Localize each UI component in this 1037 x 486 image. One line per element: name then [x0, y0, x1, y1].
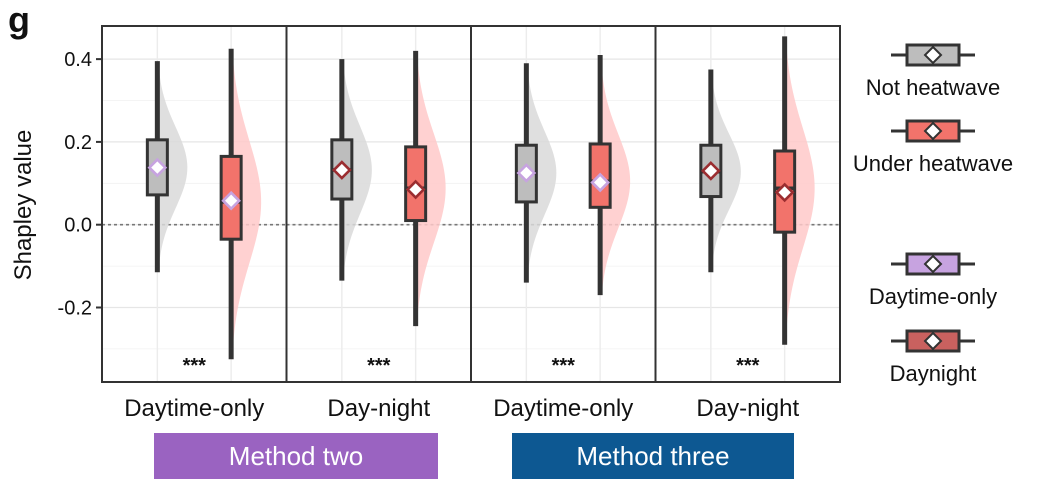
significance-label: ***: [552, 355, 576, 377]
legend-marker: [923, 121, 943, 141]
x-tick-label: Daytime-only: [124, 395, 264, 422]
violin-under-heatwave: [231, 48, 262, 360]
significance-label: ***: [736, 355, 760, 377]
legend-label: Daynight: [890, 361, 977, 386]
significance-label: ***: [183, 355, 207, 377]
method-two-label: Method two: [154, 433, 438, 479]
violin-under-heatwave: [784, 36, 815, 345]
mean-marker: [701, 161, 721, 181]
y-tick-label: 0.0: [64, 215, 92, 237]
violin-under-heatwave: [415, 50, 446, 327]
mean-marker: [590, 172, 610, 193]
violin-not-heatwave: [341, 59, 372, 281]
legend-marker: [923, 254, 943, 274]
y-tick-label: 0.4: [64, 49, 92, 71]
x-tick-label: Daytime-only: [493, 395, 633, 422]
method-three-label: Method three: [512, 433, 794, 479]
mean-marker: [221, 190, 241, 211]
mean-marker: [147, 157, 168, 178]
legend-label: Daytime-only: [869, 284, 997, 309]
y-tick-label: -0.2: [58, 297, 92, 319]
mean-marker: [405, 179, 426, 200]
legend-marker: [923, 331, 943, 351]
panel-background: [471, 26, 656, 382]
mean-marker: [516, 163, 537, 183]
violin-not-heatwave: [526, 63, 557, 283]
x-tick-label: Day-night: [327, 395, 430, 422]
panel-label: g: [8, 0, 30, 40]
panel-border: [654, 25, 841, 383]
mean-marker: [332, 160, 352, 180]
legend-marker: [923, 45, 943, 65]
significance-label: ***: [367, 355, 391, 377]
legend-label: Under heatwave: [853, 151, 1013, 176]
y-tick-label: 0.2: [64, 132, 92, 154]
y-axis-label: Shapley value: [10, 130, 37, 281]
x-tick-label: Day-night: [696, 395, 799, 422]
mean-marker: [774, 182, 795, 203]
violin-not-heatwave: [710, 69, 741, 273]
violin-not-heatwave: [157, 61, 188, 273]
legend-label: Not heatwave: [866, 75, 1001, 100]
violin-under-heatwave: [600, 54, 631, 296]
